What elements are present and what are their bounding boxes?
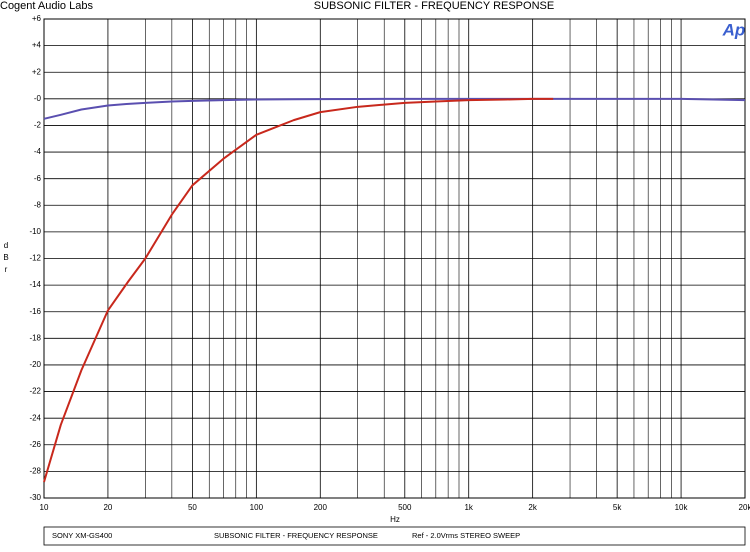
plot-frame xyxy=(43,18,746,499)
y-tick-label: -18 xyxy=(29,333,41,342)
y-tick-label: +6 xyxy=(32,14,42,23)
y-tick-label: -4 xyxy=(34,147,42,156)
y-tick-label: -14 xyxy=(29,280,41,289)
chart-title: SUBSONIC FILTER - FREQUENCY RESPONSE xyxy=(314,0,554,12)
x-axis-label: Hz xyxy=(390,515,400,524)
y-tick-label: -24 xyxy=(29,413,41,422)
y-tick-label: -6 xyxy=(34,174,42,183)
y-tick-label: -30 xyxy=(29,493,41,502)
x-tick-label: 1k xyxy=(464,503,473,512)
y-tick-label: -12 xyxy=(29,254,41,263)
line-series xyxy=(43,97,746,120)
logo: Ap xyxy=(722,20,746,39)
line-series xyxy=(43,97,554,483)
x-tick-label: 5k xyxy=(613,503,622,512)
x-tick-label: 20 xyxy=(103,503,112,512)
y-tick-label: +2 xyxy=(32,67,42,76)
x-tick-label: 2k xyxy=(528,503,537,512)
footer-text: Ref - 2.0Vrms STEREO SWEEP xyxy=(412,531,520,540)
y-tick-label: -10 xyxy=(29,227,41,236)
y-tick-label: -2 xyxy=(34,121,42,130)
footer-text: SUBSONIC FILTER - FREQUENCY RESPONSE xyxy=(214,531,378,540)
x-tick-label: 10 xyxy=(40,503,49,512)
y-tick-label: -20 xyxy=(29,360,41,369)
y-tick-label: -22 xyxy=(29,387,41,396)
y-tick-label: -8 xyxy=(34,200,42,209)
y-tick-label: -0 xyxy=(34,94,42,103)
footer-box xyxy=(43,526,746,546)
y-tick-label: +4 xyxy=(32,41,42,50)
x-tick-label: 20k xyxy=(739,503,750,512)
y-tick-label: -28 xyxy=(29,466,41,475)
brand: Cogent Audio Labs xyxy=(0,0,93,12)
x-tick-label: 10k xyxy=(675,503,689,512)
y-tick-label: -26 xyxy=(29,440,41,449)
y-tick-label: -16 xyxy=(29,307,41,316)
x-tick-label: 100 xyxy=(250,503,264,512)
x-tick-label: 50 xyxy=(188,503,197,512)
x-tick-label: 500 xyxy=(398,503,412,512)
x-tick-label: 200 xyxy=(314,503,328,512)
footer-text: SONY XM-GS400 xyxy=(52,531,112,540)
